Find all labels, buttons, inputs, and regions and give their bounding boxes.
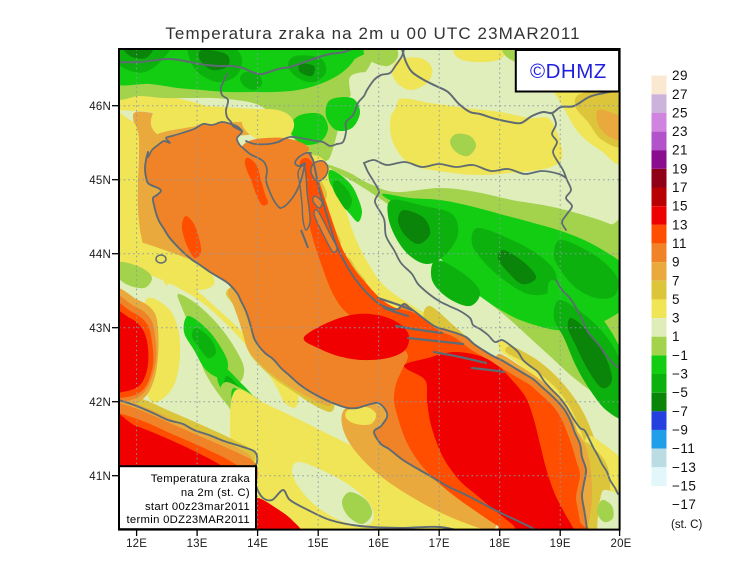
svg-text:27: 27 [672,87,688,102]
svg-text:23: 23 [672,124,688,139]
svg-text:13: 13 [672,217,688,232]
svg-text:42N: 42N [89,397,111,409]
svg-text:Temperatura zraka: Temperatura zraka [151,473,251,485]
svg-text:17: 17 [672,180,688,195]
svg-text:19: 19 [672,161,688,176]
svg-text:45N: 45N [89,175,111,187]
svg-text:44N: 44N [89,249,111,261]
svg-text:©DHMZ: ©DHMZ [530,60,607,83]
svg-text:start 00z23mar2011: start 00z23mar2011 [145,501,250,513]
svg-text:43N: 43N [89,323,111,335]
svg-text:15E: 15E [308,538,329,550]
svg-text:−5: −5 [672,385,688,400]
svg-text:18E: 18E [489,538,510,550]
svg-text:−9: −9 [672,423,688,438]
svg-text:14E: 14E [247,538,268,550]
svg-text:−15: −15 [672,478,696,493]
svg-text:−13: −13 [672,460,696,475]
svg-text:5: 5 [672,292,680,307]
svg-text:−17: −17 [672,497,696,512]
svg-text:−3: −3 [672,367,688,382]
svg-text:na 2m (st. C): na 2m (st. C) [181,487,250,499]
svg-text:19E: 19E [550,538,571,550]
svg-text:46N: 46N [89,101,111,113]
svg-text:16E: 16E [368,538,389,550]
svg-text:29: 29 [672,68,688,83]
svg-text:−1: −1 [672,348,688,363]
svg-text:11: 11 [672,236,687,251]
svg-text:13E: 13E [187,538,208,550]
svg-text:12E: 12E [126,538,147,550]
svg-text:−7: −7 [672,404,688,419]
svg-text:21: 21 [672,143,688,158]
svg-text:−11: −11 [672,441,695,456]
svg-text:15: 15 [672,199,688,214]
svg-text:7: 7 [672,273,680,288]
svg-text:1: 1 [672,329,680,344]
svg-text:3: 3 [672,311,680,326]
svg-text:termin 0DZ23MAR2011: termin 0DZ23MAR2011 [126,514,250,526]
svg-text:25: 25 [672,105,688,120]
svg-text:17E: 17E [429,538,450,550]
svg-text:20E: 20E [610,538,631,550]
svg-text:9: 9 [672,255,680,270]
svg-text:Temperatura zraka na 2m u 00 U: Temperatura zraka na 2m u 00 UTC 23MAR20… [165,24,580,43]
svg-text:41N: 41N [89,471,111,483]
svg-text:(st. C): (st. C) [671,519,702,531]
